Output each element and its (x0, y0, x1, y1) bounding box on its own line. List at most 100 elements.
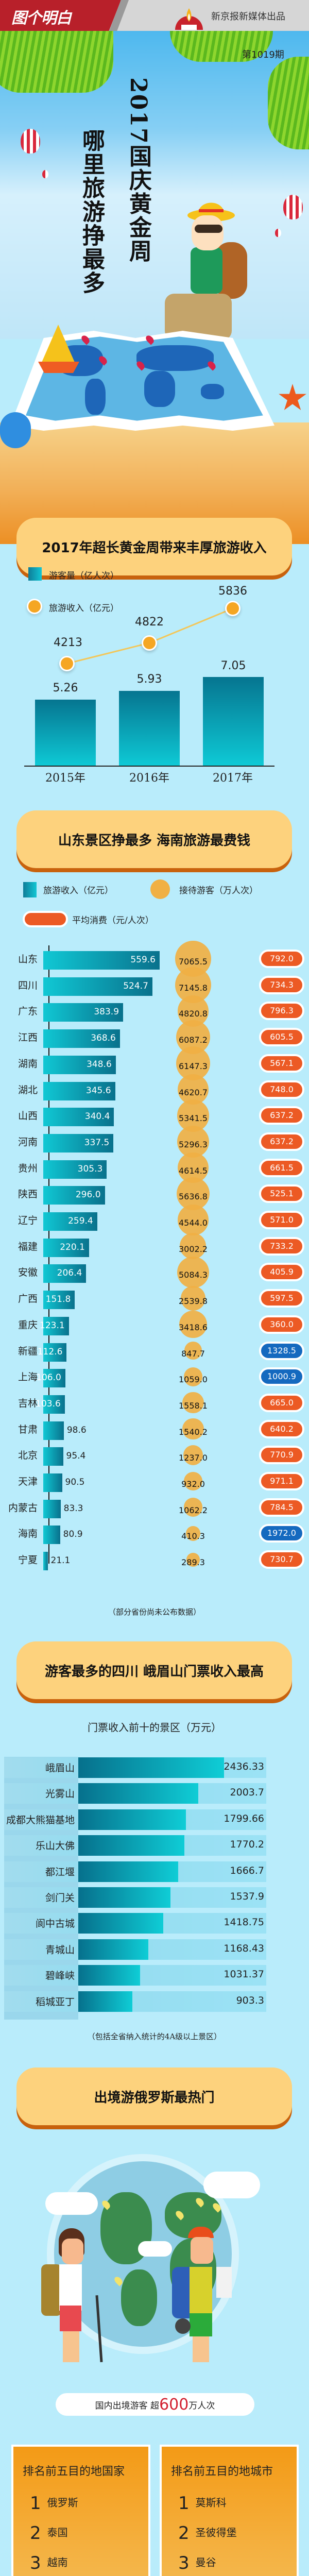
province-name: 山东 (18, 954, 38, 965)
publisher-label: 新京报新媒体出品 (211, 11, 285, 22)
scenic-chart-title: 门票收入前十的景区（万元） (88, 1721, 221, 1734)
province-visitors-value: 1059.0 (179, 1375, 208, 1385)
province-name: 新疆 (18, 1345, 38, 1357)
visitors-label-2016: 5.93 (136, 673, 162, 686)
scenic-note: （包括全省纳入统计的4A级以上景区） (87, 2032, 222, 2041)
sailboat-hull-icon (38, 362, 79, 373)
legend-visitors-circle (150, 879, 170, 899)
legs (63, 2331, 79, 2362)
paper-map-icon (216, 2267, 232, 2298)
scenic-name: 乐山大佛 (35, 1840, 75, 1852)
province-revenue-value: 90.5 (65, 1477, 85, 1487)
revenue-label-2015: 4213 (54, 636, 82, 649)
province-revenue-bar: 259.4 (43, 1212, 97, 1231)
province-revenue-value: 259.4 (68, 1216, 93, 1226)
province-name: 河南 (18, 1136, 38, 1148)
legend-spend-label: 平均消费（元/人次） (72, 916, 154, 926)
province-visitors-value: 5084.3 (179, 1270, 208, 1280)
red-cap-icon (188, 2227, 214, 2238)
province-visitors-circle (177, 1256, 209, 1289)
province-visitors-value: 5296.3 (179, 1139, 208, 1149)
province-revenue-bar: 80.9 (43, 1526, 83, 1545)
province-revenue-bar: 103.6 (36, 1395, 65, 1414)
bar-area (24, 556, 274, 766)
scenic-revenue-bar (78, 1965, 140, 1986)
brand-block: 图个明白 (0, 0, 121, 31)
x-tick-2017: 2017年 (213, 772, 253, 785)
scenic-revenue-bar (78, 1861, 178, 1882)
province-spend-pill: 661.5 (259, 1158, 304, 1177)
city-item-1: 1 莫斯科 (178, 2493, 227, 2514)
scenic-row: 阆中古城 1418.75 (4, 1913, 266, 1934)
scenic-revenue-value: 1799.66 (224, 1812, 264, 1824)
palm-leaves-right-icon (268, 57, 309, 149)
scenic-revenue-value: 2436.33 (224, 1761, 264, 1772)
province-revenue-bar: 368.6 (43, 1029, 120, 1048)
province-name: 吉林 (18, 1397, 38, 1409)
province-visitors-circle (177, 1125, 210, 1158)
province-revenue-value: 106.0 (36, 1372, 61, 1383)
hero-sky-lower (0, 195, 309, 339)
province-revenue-bar: 296.0 (43, 1186, 105, 1205)
cloud-icon (138, 2241, 172, 2257)
province-revenue-value: 103.6 (36, 1398, 61, 1409)
scenic-row: 稻城亚丁 903.3 (4, 1991, 266, 2012)
province-visitors-value: 7065.5 (179, 957, 208, 967)
outbound-suffix: 万人次 (188, 2400, 215, 2411)
province-revenue-value: 220.1 (60, 1242, 85, 1252)
section-header-scenic: 游客最多的四川 峨眉山门票收入最高 (16, 1641, 292, 1699)
province-row: 上海 106.0 1059.0 1000.9 (0, 1364, 309, 1390)
scenic-revenue-value: 1666.7 (230, 1865, 264, 1876)
province-revenue-value: 21.1 (50, 1555, 71, 1566)
visitors-label-2015: 5.26 (53, 682, 78, 694)
province-visitors-value: 6087.2 (179, 1035, 208, 1045)
hot-air-balloon-icon (42, 170, 48, 178)
red-shorts (60, 2306, 81, 2331)
province-visitors-value: 7145.8 (179, 982, 208, 993)
scenic-revenue-value: 903.3 (236, 1994, 264, 2006)
province-visitors-value: 1558.1 (179, 1400, 208, 1411)
hero-title-line2: 哪里旅游挣最多 (78, 129, 105, 295)
scenic-revenue-value: 1770.2 (230, 1839, 264, 1851)
section-header-revenue: 2017年超长黄金周带来丰厚旅游收入 (16, 518, 292, 575)
province-row: 广东 383.9 4820.8 796.3 (0, 995, 309, 1027)
section-header-provinces: 山东景区挣最多 海南旅游最费钱 (16, 810, 292, 868)
province-revenue-value: 524.7 (123, 980, 148, 991)
province-visitors-circle (186, 1552, 200, 1567)
continent-south-america (85, 379, 106, 415)
scenic-revenue-bar (78, 1939, 148, 1960)
province-row: 甘肃 98.6 1540.2 640.2 (0, 1417, 309, 1443)
province-visitors-value: 1540.2 (179, 1427, 208, 1437)
province-visitors-value: 932.0 (181, 1479, 205, 1489)
province-row: 福建 220.1 3002.2 733.2 (0, 1233, 309, 1260)
face (191, 2237, 213, 2264)
hero-title-line1: 2017国庆黄金周 (125, 77, 151, 263)
province-revenue-value: 337.5 (84, 1137, 110, 1148)
outbound-number: 600 (159, 2395, 189, 2414)
province-visitors-value: 4620.7 (179, 1087, 208, 1097)
province-visitors-value: 3002.2 (179, 1244, 208, 1254)
province-revenue-bar: 90.5 (43, 1473, 84, 1492)
province-visitors-circle (179, 1311, 207, 1338)
province-visitors-value: 3418.6 (179, 1322, 208, 1332)
province-row: 重庆 123.1 3418.6 360.0 (0, 1311, 309, 1338)
province-revenue-bar: 220.1 (43, 1238, 89, 1257)
province-spend-pill: 567.1 (259, 1054, 304, 1073)
province-row: 天津 90.5 932.0 971.1 (0, 1469, 309, 1495)
province-visitors-value: 410.3 (181, 1531, 205, 1541)
province-revenue-bar: 559.6 (43, 951, 160, 970)
hot-air-balloon-icon (21, 129, 40, 154)
province-visitors-circle (180, 1233, 207, 1260)
scenic-name: 碧峰峡 (45, 1970, 75, 1982)
scenic-row: 碧峰峡 1031.37 (4, 1965, 266, 1986)
brand-logo-text: 图个明白 (11, 9, 72, 27)
country-item-2: 2 泰国 (30, 2523, 68, 2544)
province-name: 贵州 (18, 1162, 38, 1174)
revenue-point (142, 635, 157, 651)
shirt (190, 2267, 212, 2313)
flip-flops-icon (0, 412, 31, 448)
province-visitors-value: 847.7 (181, 1348, 205, 1359)
province-visitors-circle (182, 1418, 204, 1440)
province-visitors-circle (178, 1205, 209, 1235)
